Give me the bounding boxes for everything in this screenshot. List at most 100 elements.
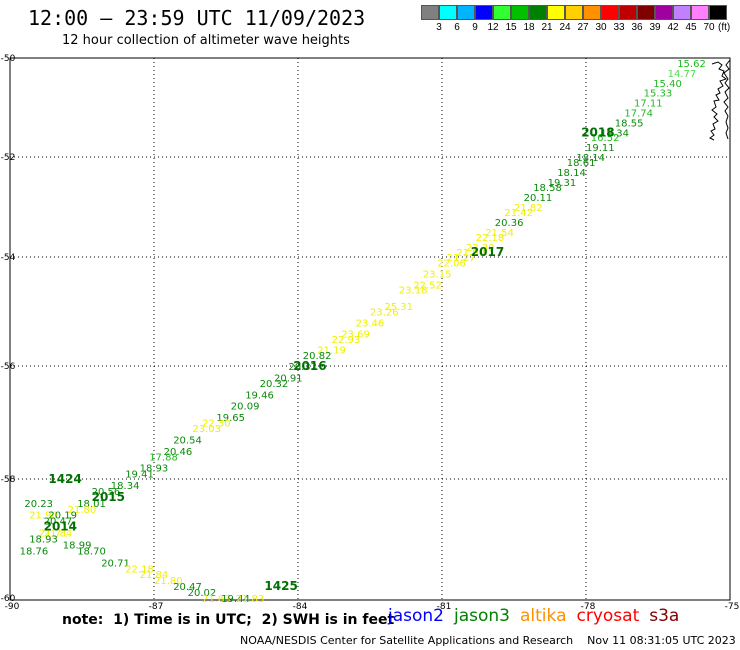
- swh-data-points: 15.6214.7715.4015.3317.1117.7418.5519.34…: [20, 59, 706, 605]
- satellite-legend-item: cryosat: [576, 606, 640, 626]
- color-swatch: [493, 5, 511, 20]
- swh-value: 19.65: [216, 413, 245, 424]
- credit-line: NOAA/NESDIS Center for Satellite Applica…: [240, 634, 736, 647]
- pass-time-label: 1424: [48, 472, 81, 486]
- swh-value: 19.31: [548, 178, 577, 189]
- swh-value: 17.88: [149, 452, 178, 463]
- coastline-fragment: [709, 59, 731, 141]
- pass-time-label: 2017: [471, 245, 504, 259]
- lat-tick-label: -60: [1, 594, 16, 604]
- swh-value: 19.11: [586, 143, 615, 154]
- lon-tick-label: -78: [581, 602, 596, 612]
- swh-value: 20.32: [260, 379, 289, 390]
- swh-value: 20.46: [164, 447, 193, 458]
- swh-value: 21.90: [456, 248, 485, 259]
- color-scale-unit: (ft): [718, 22, 731, 33]
- satellite-legend-item: altika: [520, 606, 567, 626]
- swh-value: 20.71: [101, 558, 130, 569]
- satellite-legend-item: jason2: [388, 606, 444, 626]
- swh-value: 22.30: [202, 419, 231, 430]
- color-scale-label: 21: [541, 22, 553, 33]
- swh-value: 19.41: [125, 469, 154, 480]
- swh-value: 20.02: [188, 588, 217, 599]
- color-swatch: [475, 5, 493, 20]
- swh-value: 20.09: [231, 402, 260, 413]
- map-grid: [10, 58, 730, 600]
- swh-value: 18.58: [533, 183, 562, 194]
- swh-value: 22.52: [413, 280, 442, 291]
- swh-value: 23.15: [423, 269, 452, 280]
- color-swatch: [655, 5, 673, 20]
- swh-value: 18.14: [557, 168, 586, 179]
- color-swatch: [421, 5, 439, 20]
- swh-value: 21.82: [514, 203, 543, 214]
- swh-value: 18.93: [140, 464, 169, 475]
- color-scale-label: 24: [559, 22, 571, 33]
- color-scale-label: 3: [436, 22, 442, 33]
- lon-tick-label: -84: [293, 602, 308, 612]
- pass-time-label: 2014: [44, 520, 77, 534]
- lat-tick-label: -58: [1, 475, 16, 485]
- swh-value: 15.40: [653, 79, 682, 90]
- color-swatch: [547, 5, 565, 20]
- color-swatch: [619, 5, 637, 20]
- swh-value: 19.34: [600, 128, 629, 139]
- note-text: note: 1) Time is in UTC; 2) SWH is in fe…: [62, 612, 395, 628]
- swh-value: 21.84: [140, 570, 169, 581]
- swh-value: 18.99: [63, 540, 92, 551]
- swh-value: 18.14: [576, 153, 605, 164]
- swh-value: 15.62: [677, 59, 706, 70]
- swh-value: 22.18: [125, 564, 154, 575]
- lon-tick-label: -87: [149, 602, 164, 612]
- map-subtitle: 12 hour collection of altimeter wave hei…: [62, 33, 350, 48]
- pass-time-label: 2015: [92, 490, 125, 504]
- swh-value: 23.69: [341, 329, 370, 340]
- swh-value: 20.82: [303, 351, 332, 362]
- satellite-legend-item: jason3: [454, 606, 510, 626]
- swh-value: 18.01: [77, 499, 106, 510]
- swh-value: 20.11: [524, 193, 553, 204]
- color-scale-label: 70: [703, 22, 715, 33]
- satellite-legend-item: s3a: [649, 606, 680, 626]
- swh-value: 21.84: [44, 529, 73, 540]
- swh-value: 23.46: [356, 318, 385, 329]
- color-scale-label: 45: [685, 22, 697, 33]
- color-scale-label: 39: [649, 22, 661, 33]
- swh-value: 20.19: [48, 511, 77, 522]
- color-scale-label: 9: [472, 22, 478, 33]
- color-scale-label: 6: [454, 22, 460, 33]
- color-swatch: [673, 5, 691, 20]
- swh-value: 19.44: [221, 594, 250, 605]
- swh-value: 23.03: [192, 424, 221, 435]
- color-scale-label: 18: [523, 22, 535, 33]
- color-scale-label: 12: [487, 22, 499, 33]
- swh-value: 20.32: [288, 362, 317, 373]
- swh-value: 20.23: [24, 499, 53, 510]
- swh-value: 20.54: [173, 435, 202, 446]
- swh-value: 21.54: [485, 228, 514, 239]
- color-swatch: [691, 5, 709, 20]
- satellite-legend: jason2 jason3 altika cryosat s3a: [388, 606, 689, 626]
- time-labels: 2018 2017 2016 1424 2015 2014 1425: [44, 125, 615, 593]
- color-scale-label: 15: [505, 22, 517, 33]
- swh-value: 21.27: [447, 253, 476, 264]
- color-swatch: [457, 5, 475, 20]
- lat-tick-label: -54: [1, 253, 16, 263]
- axis-labels: -50 -52 -54 -56 -58 -60-90 -87 -84 -81 -78 -75: [1, 54, 740, 612]
- swh-value: 17.74: [624, 108, 653, 119]
- swh-value: 18.76: [20, 546, 49, 557]
- swh-value: 18.70: [77, 546, 106, 557]
- color-swatch: [439, 5, 457, 20]
- color-swatch: [565, 5, 583, 20]
- lon-tick-label: -81: [437, 602, 452, 612]
- coastline-path: [709, 59, 731, 141]
- color-swatch: [583, 5, 601, 20]
- swh-value: 21.71: [39, 529, 68, 540]
- swh-value: 20.91: [274, 373, 303, 384]
- swh-value: 20.56: [92, 487, 121, 498]
- pass-time-label: 1425: [264, 579, 297, 593]
- swh-value: 16.52: [591, 133, 620, 144]
- swh-value: 22.18: [476, 233, 505, 244]
- swh-value: 22.93: [332, 335, 361, 346]
